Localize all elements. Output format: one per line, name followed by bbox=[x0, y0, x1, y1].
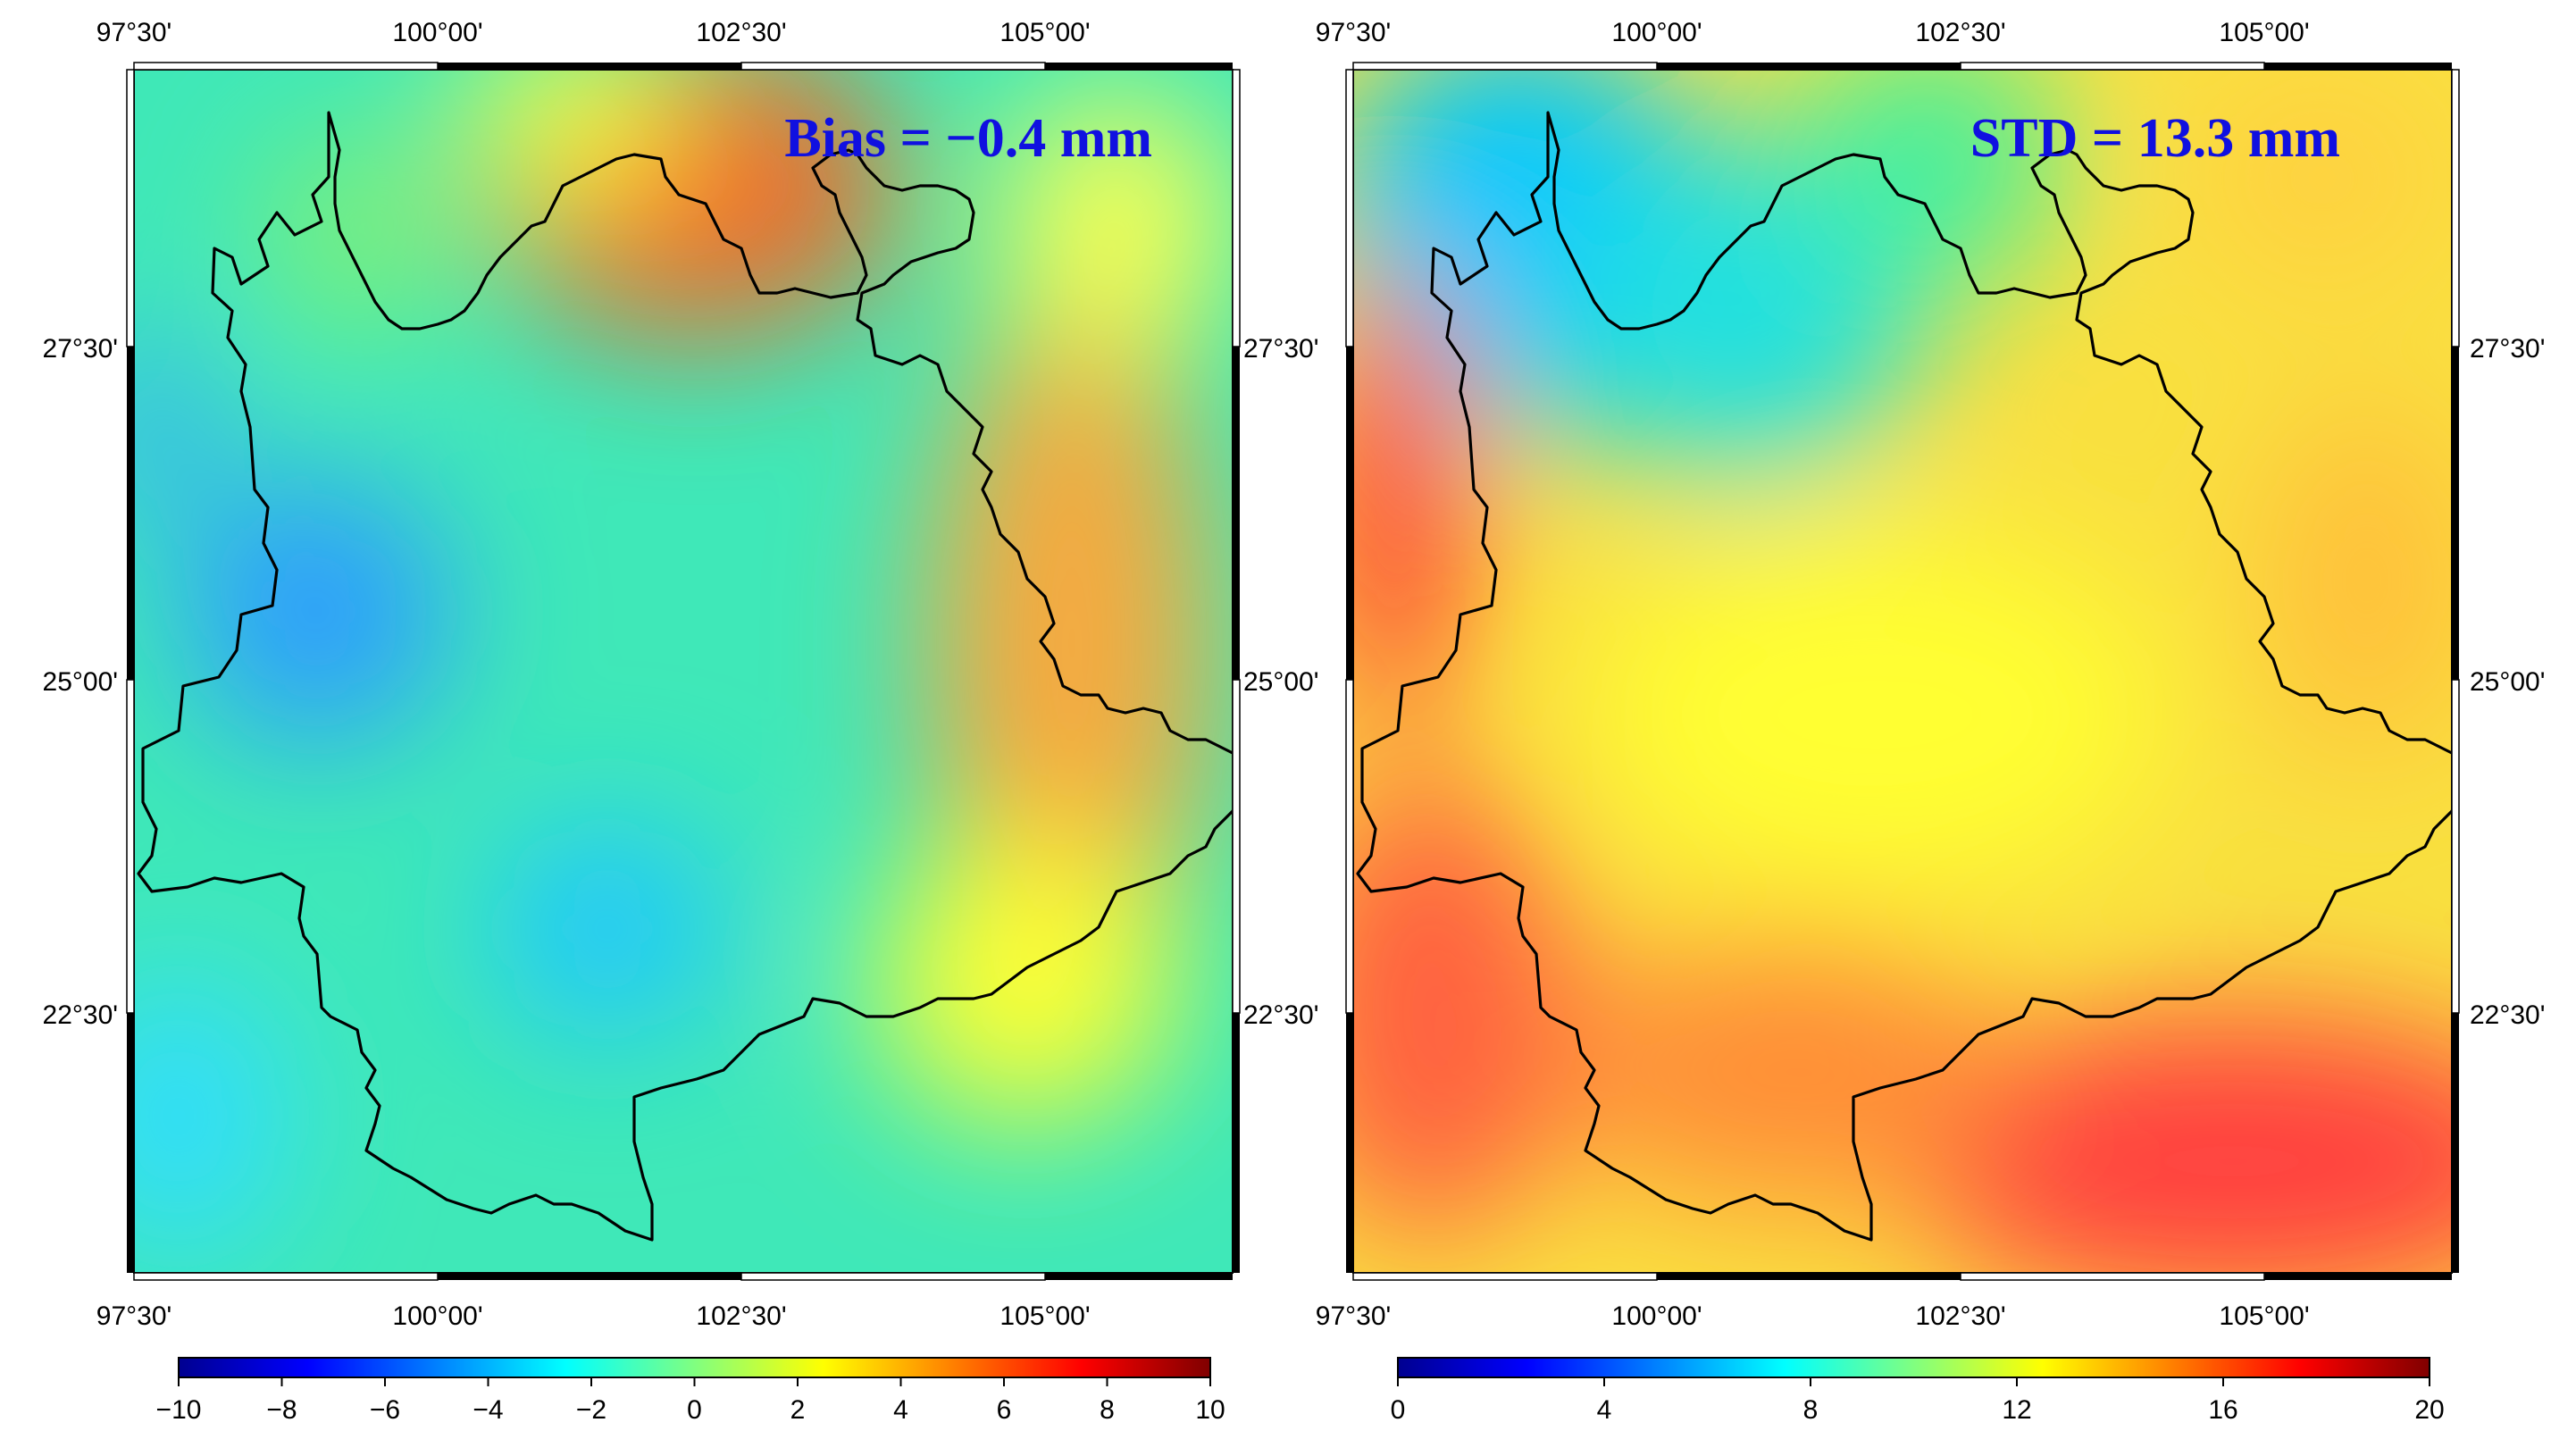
std-top-lon-tick: 100°00' bbox=[1611, 18, 1702, 47]
colorbar-tick-label: −8 bbox=[266, 1395, 297, 1425]
colorbar-tick-label: −10 bbox=[156, 1395, 202, 1425]
std-stat-label: STD = 13.3 mm bbox=[1970, 108, 2340, 169]
bias-cold-far-west bbox=[134, 331, 205, 527]
std-frame bbox=[1345, 62, 2460, 1281]
bias-top-lon-tick: 97°30' bbox=[96, 18, 171, 47]
std-bottom-lon-tick: 97°30' bbox=[1316, 1301, 1391, 1331]
colorbar-tick-label: 2 bbox=[790, 1395, 806, 1425]
std-top-lon-tick: 97°30' bbox=[1316, 18, 1391, 47]
std-field bbox=[1353, 70, 2452, 1273]
std-hot-southwest bbox=[1353, 777, 1572, 1242]
bias-top-lon-tick: 102°30' bbox=[696, 18, 786, 47]
std-orange-northeast bbox=[2197, 71, 2447, 286]
bias-lat-tick: 22°30' bbox=[43, 1000, 118, 1030]
std-orange-east bbox=[2260, 402, 2452, 759]
std-map-panel: STD = 13.3 mm 97°30' 100°00' 102°30' 105… bbox=[1316, 18, 2546, 1425]
std-yellow-center bbox=[1590, 536, 2162, 893]
std-lat-tick: 27°30' bbox=[2470, 334, 2545, 364]
std-green-north bbox=[1795, 70, 2063, 286]
std-lat-tick: 22°30' bbox=[2470, 1000, 2545, 1030]
bias-green-north bbox=[268, 134, 447, 331]
bias-lat-tick-right: 22°30' bbox=[1243, 1000, 1318, 1030]
colorbar-tick-label: 4 bbox=[893, 1395, 908, 1425]
bias-colorbar: −10 −8 −6 −4 −2 0 2 4 6 8 10 bbox=[156, 1357, 1225, 1425]
std-bottom-lon-tick: 100°00' bbox=[1611, 1301, 1702, 1331]
province-border bbox=[137, 111, 1233, 1242]
colorbar-tick-label: 0 bbox=[687, 1395, 702, 1425]
colorbar-tick-label: 6 bbox=[997, 1395, 1012, 1425]
bias-bottom-lon-tick: 102°30' bbox=[696, 1301, 786, 1331]
colorbar-tick-label: 8 bbox=[1803, 1395, 1819, 1425]
bias-field bbox=[134, 70, 1233, 1273]
colorbar-tick-label: −2 bbox=[576, 1395, 606, 1425]
bias-bottom-lon-tick: 97°30' bbox=[96, 1301, 171, 1331]
bias-yellow-southeast bbox=[875, 840, 1179, 1125]
colorbar-tick-label: 16 bbox=[2208, 1395, 2237, 1425]
colorbar-tick-label: 8 bbox=[1100, 1395, 1115, 1425]
colorbar-tick-label: 20 bbox=[2414, 1395, 2444, 1425]
std-hot-west bbox=[1353, 268, 1465, 732]
colorbar-tick-label: 12 bbox=[2002, 1395, 2031, 1425]
std-bottom-lon-tick: 105°00' bbox=[2219, 1301, 2309, 1331]
std-colorbar: 0 4 8 12 16 20 bbox=[1391, 1357, 2445, 1425]
bias-yellow-northeast bbox=[1000, 89, 1233, 357]
std-bottom-lon-tick: 102°30' bbox=[1915, 1301, 2005, 1331]
std-lat-tick: 25°00' bbox=[2470, 667, 2545, 697]
bias-bottom-lon-tick: 105°00' bbox=[999, 1301, 1090, 1331]
bias-warm-east bbox=[929, 304, 1215, 983]
bias-frame bbox=[126, 62, 1241, 1281]
bias-cyan-southwest bbox=[134, 974, 286, 1259]
colorbar-tick-label: 10 bbox=[1195, 1395, 1225, 1425]
colorbar-tick-label: 0 bbox=[1391, 1395, 1406, 1425]
bias-yellow-north bbox=[464, 70, 679, 197]
bias-cold-west bbox=[183, 478, 451, 746]
bias-lat-tick-right: 27°30' bbox=[1243, 334, 1318, 364]
colorbar-tick-label: 4 bbox=[1597, 1395, 1612, 1425]
bias-stat-label: Bias = −0.4 mm bbox=[784, 108, 1152, 169]
bias-map-panel: Bias = −0.4 mm 97°30' 100°00' 102°30' 10… bbox=[43, 18, 1319, 1425]
bias-top-lon-tick: 100°00' bbox=[392, 18, 482, 47]
bias-top-lon-tick: 105°00' bbox=[999, 18, 1090, 47]
bias-lat-tick: 27°30' bbox=[43, 334, 118, 364]
bias-bottom-lon-tick: 100°00' bbox=[392, 1301, 482, 1331]
bias-lat-tick: 25°00' bbox=[43, 667, 118, 697]
bias-lat-tick-right: 25°00' bbox=[1243, 667, 1318, 697]
std-top-lon-tick: 105°00' bbox=[2219, 18, 2309, 47]
std-top-lon-tick: 102°30' bbox=[1915, 18, 2005, 47]
colorbar-tick-label: −4 bbox=[473, 1395, 503, 1425]
std-hot-south bbox=[1894, 1018, 2452, 1273]
colorbar-tick-label: −6 bbox=[370, 1395, 400, 1425]
std-orange-south bbox=[1563, 938, 2010, 1206]
bias-cold-south bbox=[491, 822, 723, 1036]
